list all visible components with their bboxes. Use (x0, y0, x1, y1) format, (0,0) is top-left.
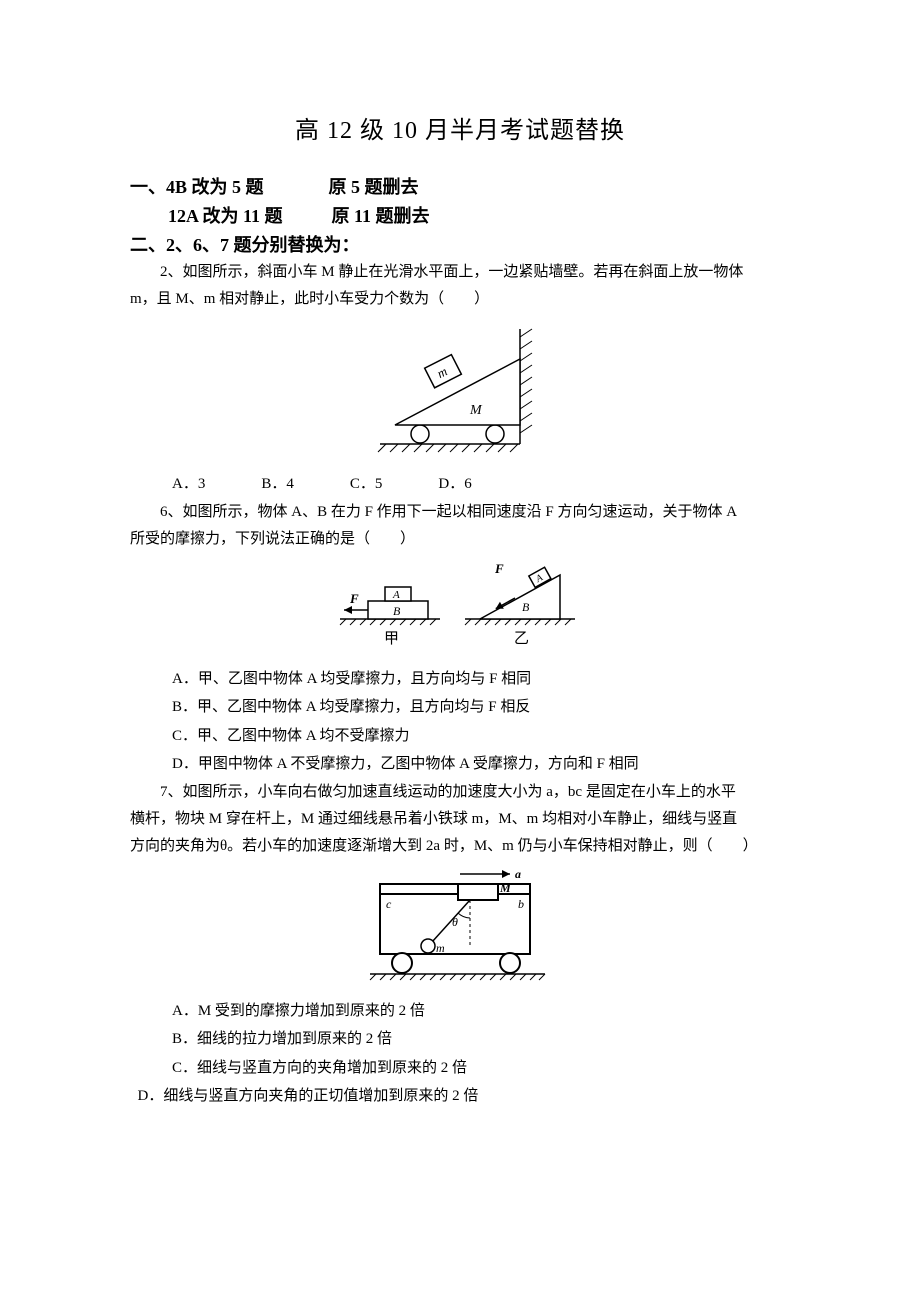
s1-l1-b: 原 5 题删去 (329, 177, 419, 197)
q7-optA: A．M 受到的摩擦力增加到原来的 2 倍 (130, 997, 790, 1026)
q2-label-M: M (469, 403, 483, 418)
q7-label-a: a (515, 867, 521, 881)
s1-l1-a: 一、4B 改为 5 题 (130, 177, 264, 197)
q6-jia-A: A (392, 589, 400, 601)
q2-optD: D．6 (438, 470, 471, 499)
q7-line2: 横杆，物块 M 穿在杆上，M 通过细线悬吊着小铁球 m，M、m 均相对小车静止，… (130, 806, 790, 833)
q6-diagram: B A F 甲 B A (130, 559, 790, 659)
q7-line1: 7、如图所示，小车向右做匀加速直线运动的加速度大小为 a，bc 是固定在小车上的… (130, 779, 790, 806)
s1-l2-b: 原 11 题删去 (332, 206, 430, 226)
section2-header: 二、2、6、7 题分别替换为： (130, 231, 790, 260)
q7-optD: D．细线与竖直方向夹角的正切值增加到原来的 2 倍 (130, 1082, 790, 1111)
q6-label-yi: 乙 (514, 631, 529, 647)
q7-label-M: M (499, 881, 511, 895)
q6-line2: 所受的摩擦力，下列说法正确的是（ ） (130, 526, 790, 553)
q6-line1: 6、如图所示，物体 A、B 在力 F 作用下一起以相同速度沿 F 方向匀速运动，… (130, 499, 790, 526)
s1-l2-a: 12A 改为 11 题 (168, 206, 283, 226)
q6-optB: B．甲、乙图中物体 A 均受摩擦力，且方向均与 F 相反 (130, 693, 790, 722)
q2-optC: C．5 (350, 470, 383, 499)
section1-line1: 一、4B 改为 5 题 原 5 题删去 (130, 173, 790, 202)
q2-diagram: M m (130, 319, 790, 464)
section1-line2: 12A 改为 11 题 原 11 题删去 (130, 202, 790, 231)
q2-line2: m，且 M、m 相对静止，此时小车受力个数为（ ） (130, 286, 790, 313)
q6-optD: D．甲图中物体 A 不受摩擦力，乙图中物体 A 受摩擦力，方向和 F 相同 (130, 750, 790, 779)
q2-optB: B．4 (261, 470, 294, 499)
q6-optC: C．甲、乙图中物体 A 均不受摩擦力 (130, 722, 790, 751)
q7-label-c: c (386, 897, 392, 911)
q7-optB: B．细线的拉力增加到原来的 2 倍 (130, 1025, 790, 1054)
q7-label-theta: θ (452, 915, 458, 929)
page-title: 高 12 级 10 月半月考试题替换 (130, 110, 790, 145)
q7-label-b: b (518, 897, 524, 911)
q2-optA: A．3 (172, 470, 205, 499)
q6-jia-F: F (349, 591, 359, 606)
q7-diagram: a c b M θ m (130, 866, 790, 991)
q2-line1: 2、如图所示，斜面小车 M 静止在光滑水平面上，一边紧贴墙壁。若再在斜面上放一物… (130, 259, 790, 286)
q7-label-m: m (436, 941, 445, 955)
q6-yi-B: B (522, 600, 530, 614)
q6-yi-F: F (494, 561, 504, 576)
q2-options: A．3 B．4 C．5 D．6 (130, 470, 790, 499)
q7-optC: C．细线与竖直方向的夹角增加到原来的 2 倍 (130, 1054, 790, 1083)
q6-jia-B: B (393, 604, 401, 618)
q6-label-jia: 甲 (384, 631, 399, 647)
q7-line3: 方向的夹角为θ。若小车的加速度逐渐增大到 2a 时，M、m 仍与小车保持相对静止… (130, 833, 790, 860)
q6-optA: A．甲、乙图中物体 A 均受摩擦力，且方向均与 F 相同 (130, 665, 790, 694)
